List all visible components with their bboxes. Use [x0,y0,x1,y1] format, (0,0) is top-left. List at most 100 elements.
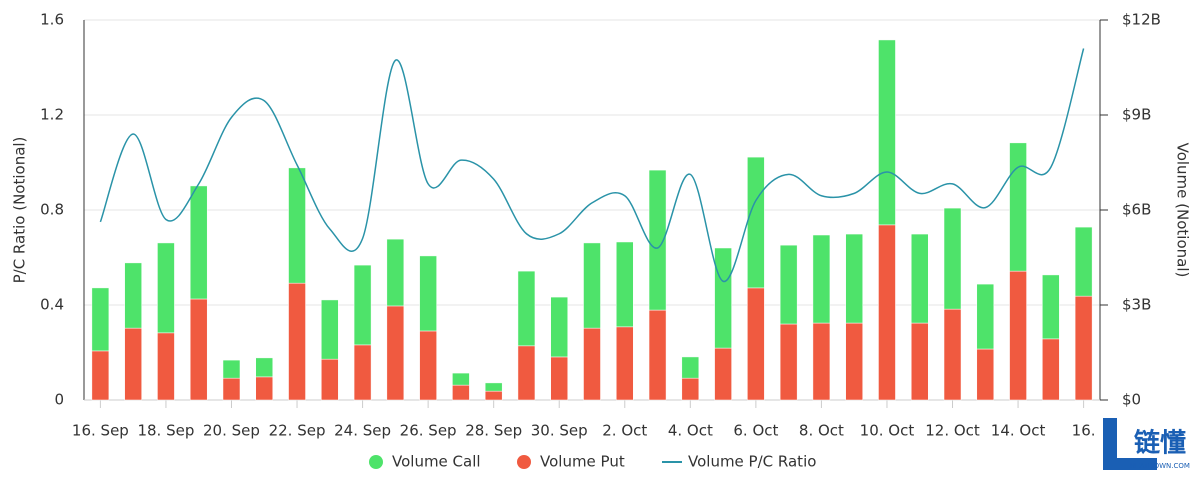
bar-segment [452,372,470,386]
bar-segment [976,283,995,350]
bar-segment [91,287,110,352]
bar-segment [845,322,863,401]
bar-segment [484,382,503,392]
bar-segment [550,296,568,358]
x-tick-label: 22. Sep [269,422,326,440]
bar-segment [583,242,601,329]
bar-segment [878,224,896,401]
x-tick-label: 14. Oct [991,422,1046,440]
bar-segment [222,359,241,379]
bar-segment [386,305,405,401]
watermark-logo [1103,418,1157,470]
watermark-subtext: NEATDOWN.COM [1130,462,1190,470]
bar-segment [419,255,437,332]
bar-segment [517,345,536,401]
bar-segment [1074,226,1093,297]
y-tick-label: 1.6 [40,11,64,29]
watermark: 链懂 NEATDOWN.COM [1103,418,1190,470]
bar-segment [681,356,700,379]
bar-segment [583,327,601,401]
x-tick-label: 28. Sep [465,422,522,440]
y-axis-title: P/C Ratio (Notional) [11,137,29,284]
bar-segment [452,384,470,401]
legend-label: Volume Put [540,453,625,471]
legend-marker [369,455,383,469]
bar-segment [321,299,339,360]
x-tick-label: 6. Oct [733,422,778,440]
bar-segment [157,242,175,334]
bar-segment [747,156,765,289]
y-tick-label: 0 [54,391,64,409]
watermark-text: 链懂 [1134,428,1186,459]
legend-marker [517,455,531,469]
bar-segment [943,308,962,401]
bar-segment [321,358,339,401]
bar-segment [812,322,831,401]
legend-label: Volume P/C Ratio [688,453,816,471]
x-tick-label: 8. Oct [799,422,844,440]
bar-segment [189,185,208,300]
bar-segment [419,330,437,401]
bar-segment [157,332,175,401]
bar-segment [1074,295,1093,401]
x-tick-label: 4. Oct [668,422,713,440]
x-tick-label: 10. Oct [860,422,915,440]
bar-segment [779,323,798,401]
bar-segment [681,377,700,401]
bar-segment [714,247,732,349]
bar-segment [812,234,831,324]
y-tick-label: 1.2 [40,106,64,124]
x-tick-label: 24. Sep [334,422,391,440]
bar-segment [1042,274,1060,340]
bar-segment [616,241,634,328]
bar-segment [648,309,667,401]
bar-segment [255,357,274,378]
y-tick-label: 0.8 [40,201,64,219]
bar-segment [845,233,863,324]
bar-segment [910,233,929,324]
y2-tick-label: $6B [1122,201,1151,219]
x-tick-label: 16. [1072,422,1096,440]
x-tick-label: 20. Sep [203,422,260,440]
bar-segment [222,377,241,401]
bar-segment [386,238,405,307]
x-tick-label: 12. Oct [925,422,980,440]
ratio-line [99,48,1085,283]
y2-tick-label: $3B [1122,296,1151,314]
bar-segment [714,347,732,401]
y2-tick-label: $12B [1122,11,1161,29]
bar-segment [353,344,372,401]
x-tick-label: 16. Sep [72,422,129,440]
bar-segment [91,350,110,401]
bar-segment [255,376,274,401]
x-tick-label: 2. Oct [602,422,647,440]
bar-segment [550,356,568,401]
y2-axis-title: Volume (Notional) [1174,143,1192,278]
bar-segment [779,244,798,325]
y2-tick-label: $0 [1122,391,1141,409]
y-tick-label: 0.4 [40,296,64,314]
legend-label: Volume Call [392,453,481,471]
x-tick-label: 18. Sep [137,422,194,440]
bar-segment [288,282,306,401]
bar-segment [124,327,142,401]
bar-segment [484,390,503,401]
bar-segment [189,298,208,401]
bar-segment [1009,142,1027,272]
bar-segment [976,348,995,401]
bar-segment [517,270,536,347]
x-tick-label: 26. Sep [400,422,457,440]
bar-segment [648,169,667,311]
bar-segment [288,167,306,284]
y2-tick-label: $9B [1122,106,1151,124]
bar-segment [616,326,634,401]
bar-segment [1042,338,1060,401]
bar-segment [124,262,142,329]
x-tick-label: 30. Sep [531,422,588,440]
bar-segment [1009,270,1027,401]
bar-segment [747,287,765,401]
bar-segment [878,39,896,226]
bar-segment [943,207,962,310]
bar-segment [910,322,929,401]
